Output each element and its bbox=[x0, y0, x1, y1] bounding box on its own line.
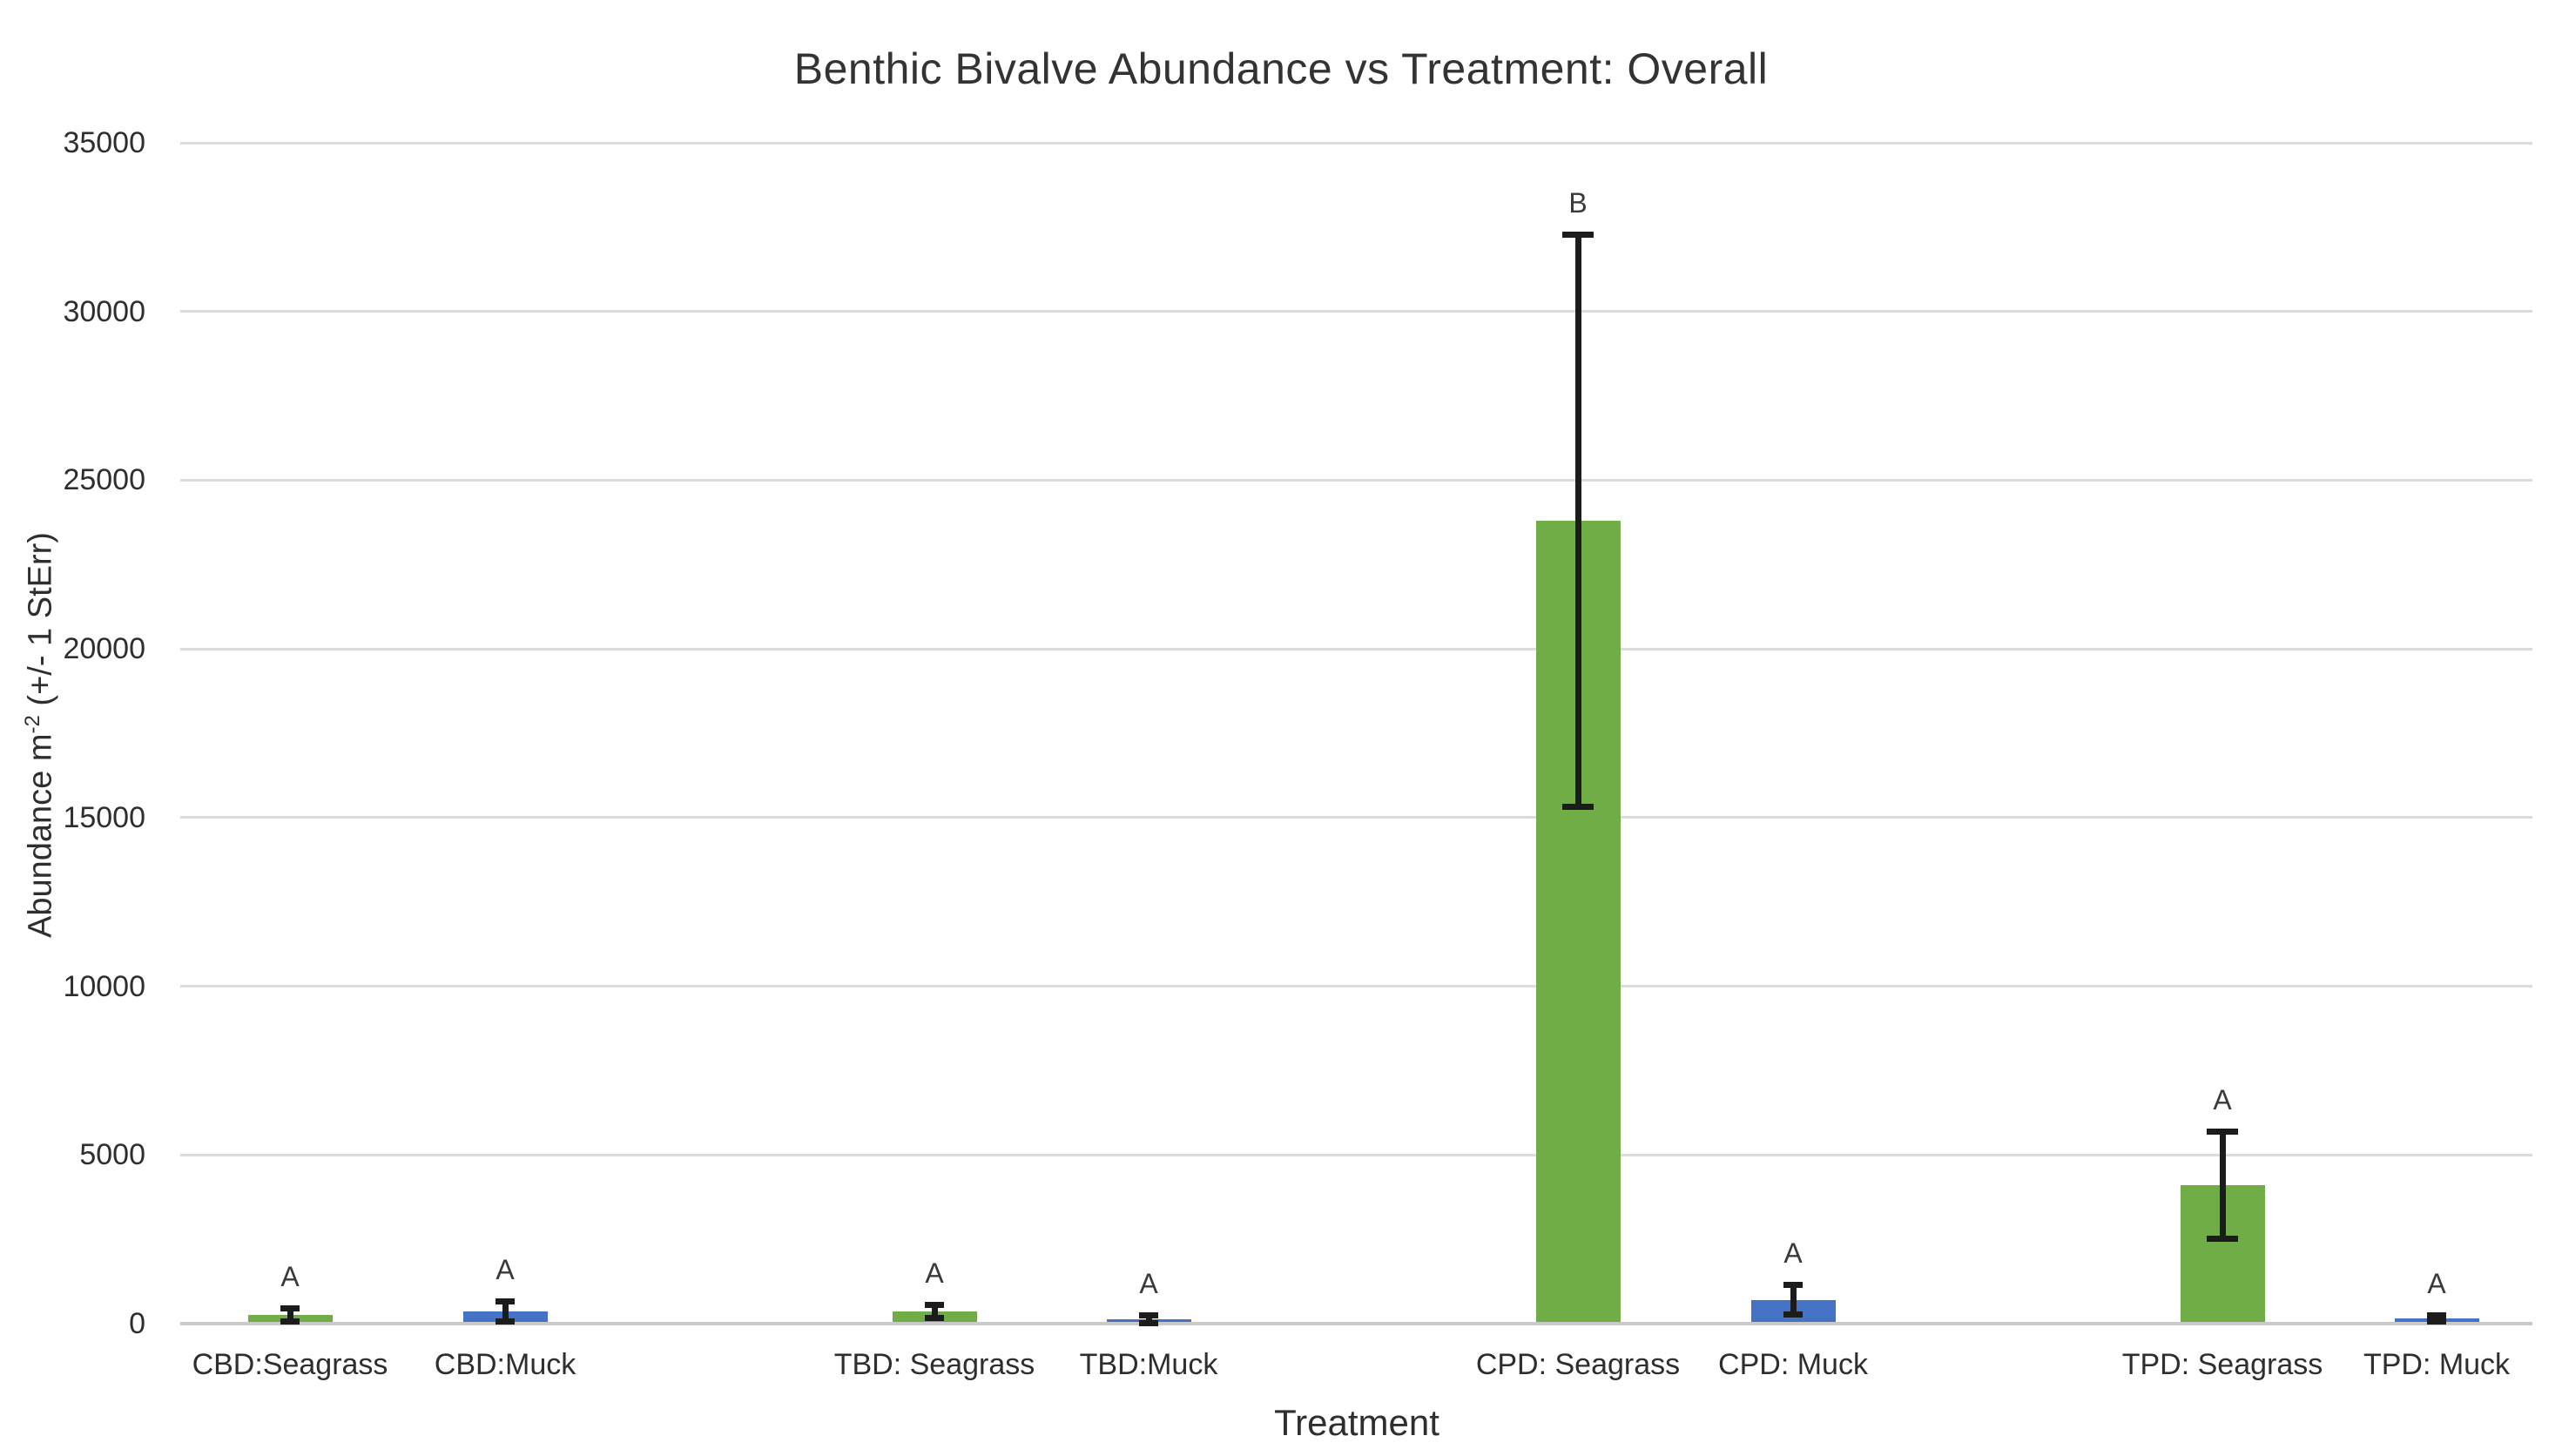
significance-letter: A bbox=[496, 1254, 515, 1286]
error-bar-line bbox=[1574, 233, 1581, 808]
x-axis-title: Treatment bbox=[1274, 1402, 1439, 1443]
significance-letter: A bbox=[280, 1261, 300, 1293]
category-label: CPD: Muck bbox=[1718, 1348, 1868, 1381]
error-bar-line bbox=[287, 1308, 293, 1322]
error-bar-cap-top bbox=[2427, 1312, 2446, 1319]
error-bar-cap-top bbox=[280, 1305, 300, 1312]
gridline bbox=[180, 141, 2532, 145]
error-bar-cap-top bbox=[496, 1298, 515, 1305]
y-tick-label: 15000 bbox=[63, 800, 145, 834]
category-label: TBD: Seagrass bbox=[833, 1348, 1035, 1381]
error-bar-cap-bottom bbox=[1783, 1311, 1803, 1318]
y-tick-label: 0 bbox=[129, 1307, 145, 1340]
category-label: CBD:Seagrass bbox=[192, 1348, 388, 1381]
error-bar-cap-top bbox=[1562, 231, 1594, 238]
y-tick-label: 10000 bbox=[63, 969, 145, 1003]
y-axis-title-superscript: -2 bbox=[21, 715, 44, 734]
y-tick-label: 20000 bbox=[63, 632, 145, 666]
error-bar-line bbox=[502, 1301, 509, 1322]
error-bar-cap-bottom bbox=[2427, 1318, 2446, 1325]
error-bar-cap-bottom bbox=[496, 1318, 515, 1325]
error-bar-line bbox=[931, 1304, 938, 1318]
gridline bbox=[180, 478, 2532, 482]
significance-letter: A bbox=[1783, 1237, 1803, 1270]
error-bar-line bbox=[2219, 1131, 2226, 1240]
y-tick-label: 30000 bbox=[63, 294, 145, 328]
chart-title: Benthic Bivalve Abundance vs Treatment: … bbox=[793, 44, 1769, 93]
y-tick-label: 35000 bbox=[63, 126, 145, 159]
gridline bbox=[180, 1153, 2532, 1156]
error-bar-cap-bottom bbox=[925, 1314, 944, 1321]
category-label: TBD:Muck bbox=[1079, 1348, 1218, 1381]
error-bar-cap-bottom bbox=[280, 1318, 300, 1325]
significance-letter: A bbox=[925, 1257, 944, 1290]
error-bar-line bbox=[1790, 1284, 1797, 1316]
gridline bbox=[180, 647, 2532, 650]
y-tick-label: 25000 bbox=[63, 463, 145, 497]
category-label: CBD:Muck bbox=[434, 1348, 576, 1381]
gridline bbox=[180, 985, 2532, 988]
error-bar-cap-bottom bbox=[1562, 804, 1594, 811]
significance-letter: A bbox=[2427, 1268, 2446, 1300]
y-tick-label: 5000 bbox=[79, 1138, 145, 1172]
category-label: CPD: Seagrass bbox=[1475, 1348, 1681, 1381]
category-label: TPD: Muck bbox=[2363, 1348, 2511, 1381]
gridline bbox=[180, 310, 2532, 313]
error-bar-line bbox=[1145, 1315, 1152, 1324]
gridline bbox=[180, 816, 2532, 819]
error-bar-cap-top bbox=[925, 1302, 944, 1309]
error-bar-cap-bottom bbox=[1139, 1319, 1158, 1326]
x-axis-line bbox=[180, 1322, 2532, 1325]
error-bar-cap-bottom bbox=[2207, 1236, 2238, 1243]
category-label: TPD: Seagrass bbox=[2121, 1348, 2323, 1381]
significance-letter: A bbox=[1139, 1268, 1158, 1300]
y-axis-title: Abundance m-2 (+/- 1 StErr) bbox=[12, 300, 59, 1170]
error-bar-cap-top bbox=[2207, 1129, 2238, 1136]
y-axis-title-text: Abundance m bbox=[22, 733, 59, 938]
error-bar-cap-top bbox=[1783, 1282, 1803, 1289]
y-axis-title-units: (+/- 1 StErr) bbox=[22, 532, 59, 716]
significance-letter: B bbox=[1568, 186, 1588, 219]
significance-letter: A bbox=[2213, 1084, 2232, 1116]
error-bar-cap-top bbox=[1139, 1312, 1158, 1319]
